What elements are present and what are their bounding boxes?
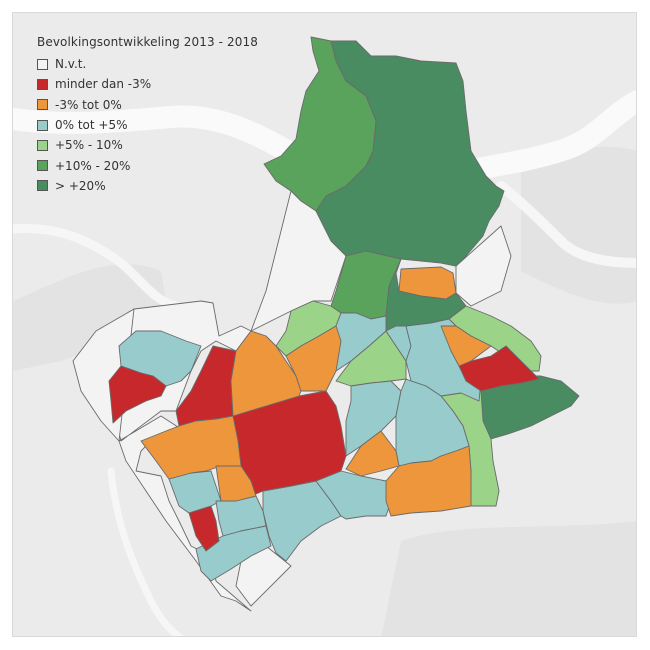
legend-item-min3-tot-0[interactable]: -3% tot 0%: [37, 95, 258, 115]
swatch-10-20: [37, 160, 48, 172]
district-m3-east[interactable]: [440, 325, 492, 367]
district-lt3-west[interactable]: [108, 365, 167, 424]
legend-item-0-tot-5[interactable]: 0% tot +5%: [37, 115, 258, 135]
district-lt3-sw[interactable]: [188, 505, 220, 552]
legend-item-gt-20[interactable]: > +20%: [37, 176, 258, 196]
legend-label-5-10: +5% - 10%: [55, 138, 123, 153]
river-bank: [13, 224, 181, 311]
district-p0-s1[interactable]: [195, 525, 272, 582]
legend: Bevolkingsontwikkeling 2013 - 2018 N.v.t…: [37, 35, 258, 196]
district-m3-north[interactable]: [398, 266, 457, 300]
river-east: [496, 181, 636, 268]
legend-item-10-20[interactable]: +10% - 20%: [37, 155, 258, 175]
district-m3-nc[interactable]: [285, 325, 342, 392]
swatch-nvt: [37, 58, 48, 70]
legend-label-min3-tot-0: -3% tot 0%: [55, 97, 122, 112]
district-p0-c2[interactable]: [405, 318, 482, 402]
district-m3-sw[interactable]: [215, 465, 257, 502]
district-m3-se[interactable]: [385, 445, 472, 517]
district-p0-s3[interactable]: [315, 470, 392, 520]
legend-label-minder-dan-3: minder dan -3%: [55, 77, 152, 92]
district-m3-w2[interactable]: [140, 415, 242, 480]
legend-title: Bevolkingsontwikkeling 2013 - 2018: [37, 35, 258, 49]
choropleth-map[interactable]: [13, 13, 637, 637]
district-p10-northwest[interactable]: [263, 36, 377, 212]
swatch-gt-20: [37, 180, 48, 192]
legend-label-nvt: N.v.t.: [55, 57, 87, 72]
legend-label-10-20: +10% - 20%: [55, 158, 131, 173]
legend-label-gt-20: > +20%: [55, 178, 106, 193]
swatch-5-10: [37, 139, 48, 151]
map-frame: Bevolkingsontwikkeling 2013 - 2018 N.v.t…: [12, 12, 637, 637]
districts: [72, 36, 580, 612]
swatch-0-tot-5: [37, 119, 48, 131]
swatch-min3-tot-0: [37, 99, 48, 111]
district-m3-c[interactable]: [345, 430, 400, 477]
legend-label-0-tot-5: 0% tot +5%: [55, 118, 128, 133]
district-lt3-east[interactable]: [458, 345, 540, 392]
swatch-minder-dan-3: [37, 78, 48, 90]
legend-item-minder-dan-3[interactable]: minder dan -3%: [37, 74, 258, 94]
river-side: [107, 467, 184, 636]
legend-item-nvt[interactable]: N.v.t.: [37, 54, 258, 74]
legend-item-5-10[interactable]: +5% - 10%: [37, 135, 258, 155]
